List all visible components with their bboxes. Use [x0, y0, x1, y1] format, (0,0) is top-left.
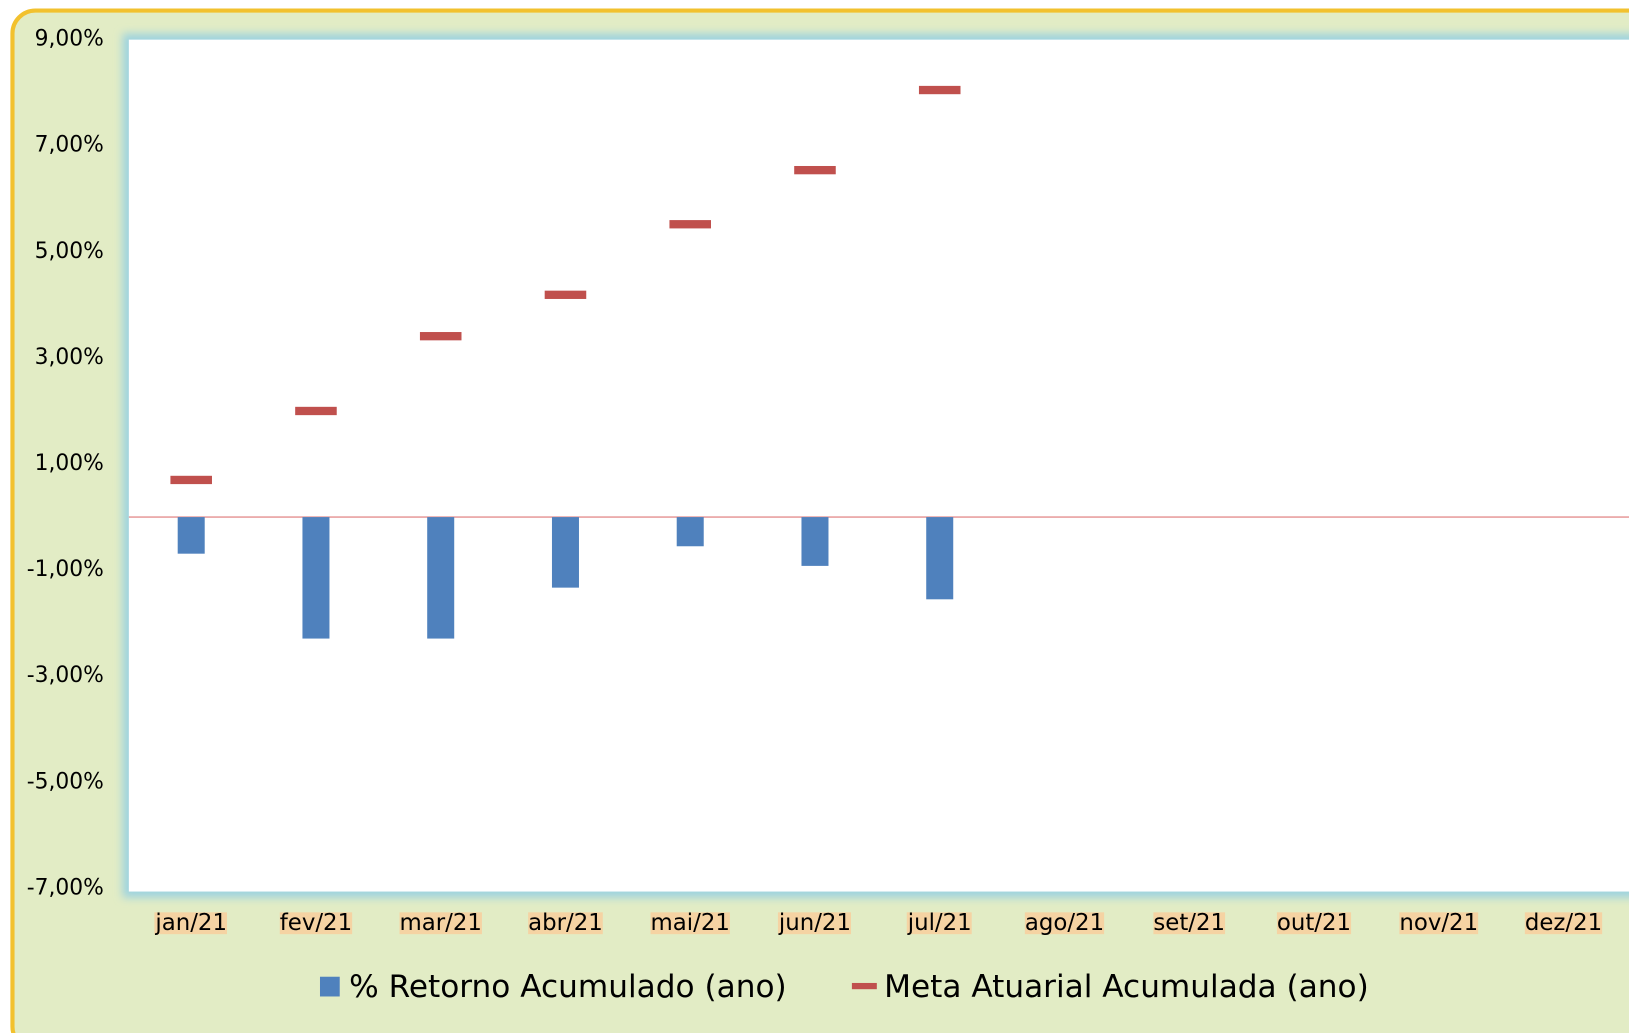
y-tick-label: -3,00%	[27, 663, 104, 688]
x-tick-label: abr/21	[528, 910, 603, 936]
bar	[551, 517, 579, 588]
bar	[302, 517, 330, 639]
y-tick-label: 9,00%	[35, 27, 104, 52]
x-tick-label: jul/21	[907, 910, 972, 936]
bar	[676, 517, 704, 547]
y-tick-label: -1,00%	[27, 557, 104, 582]
y-tick-label: 7,00%	[35, 133, 104, 158]
x-tick-label-background	[154, 912, 227, 935]
x-tick-label-background	[279, 912, 353, 935]
y-tick-label: 3,00%	[35, 345, 104, 370]
bar	[926, 517, 954, 600]
x-tick-label-background	[650, 912, 730, 935]
x-tick-label: fev/21	[280, 910, 352, 936]
plot-area	[128, 39, 1629, 892]
chart-layer: 9,00% 7,00% 5,00% 3,00% 1,00% -1,00% -3,00% -5,…	[27, 27, 1629, 1005]
x-tick-label-background	[1399, 912, 1479, 935]
y-tick-label: -5,00%	[27, 769, 104, 794]
marker-dash	[918, 85, 961, 95]
marker-dash	[419, 332, 462, 341]
x-tick-label: mar/21	[400, 910, 482, 936]
y-tick-label: -7,00%	[27, 875, 104, 900]
x-tick-label-background	[1276, 912, 1352, 935]
marker-dash	[669, 220, 711, 229]
y-tick-label: 1,00%	[35, 451, 104, 476]
legend-label: % Retorno Acumulado (ano)	[349, 969, 787, 1005]
legend-label: Meta Atuarial Acumulada (ano)	[884, 969, 1369, 1005]
y-tick-label: 5,00%	[35, 239, 104, 264]
x-tick-label-background	[1524, 912, 1603, 935]
x-tick-label: ago/21	[1025, 910, 1104, 936]
bar	[177, 517, 205, 554]
x-tick-label: set/21	[1153, 910, 1225, 936]
marker-dash	[170, 475, 212, 485]
x-tick-label-background	[1024, 912, 1105, 935]
x-tick-label: dez/21	[1525, 910, 1602, 936]
legend-swatch	[851, 982, 877, 990]
x-tick-label: mai/21	[651, 910, 730, 936]
x-tick-label: out/21	[1277, 910, 1351, 936]
x-tick-label: jun/21	[778, 910, 851, 936]
x-tick-label: jan/21	[154, 910, 227, 936]
bar	[427, 517, 455, 639]
marker-dash	[544, 290, 587, 299]
legend-swatch	[319, 976, 340, 997]
x-tick-label-background	[777, 912, 852, 935]
x-tick-label-background	[528, 912, 603, 935]
x-tick-label-background	[1153, 912, 1226, 935]
x-tick-label-background	[399, 912, 482, 935]
bar	[801, 517, 829, 566]
marker-dash	[295, 406, 337, 416]
marker-dash	[794, 165, 836, 175]
x-tick-label: nov/21	[1399, 910, 1478, 936]
x-tick-label-background	[906, 912, 972, 935]
